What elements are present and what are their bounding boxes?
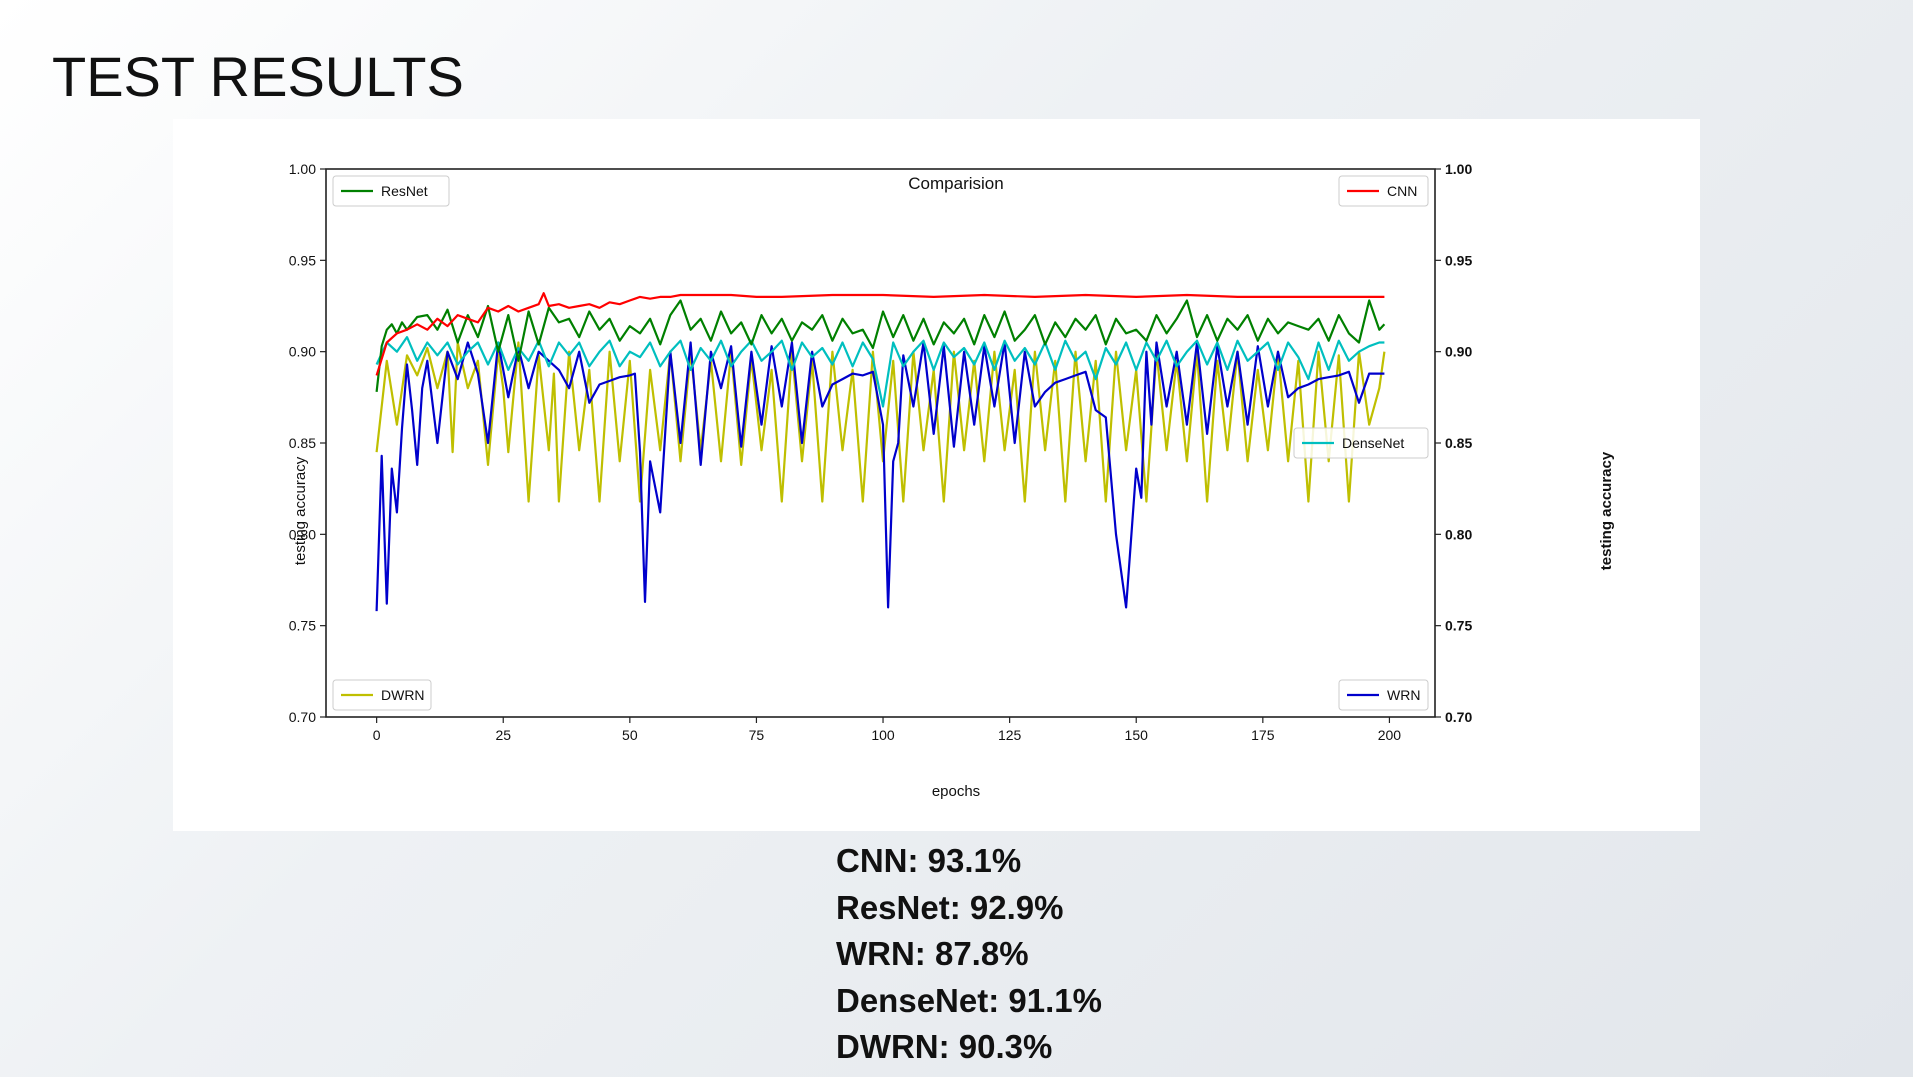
legend-box-densenet [1293, 427, 1429, 459]
x-tick-label-0: 0 [373, 727, 381, 743]
legend-wrn: WRN [1338, 679, 1429, 711]
legend-label-cnn: CNN [1387, 183, 1417, 199]
y-tick-label-left-1.00: 1.00 [289, 161, 316, 177]
series-line-cnn [375, 292, 1385, 376]
y-tick-label-right-0.70: 0.70 [1445, 709, 1472, 725]
series-line-densenet [375, 336, 1385, 408]
legend-dwrn: DWRN [332, 679, 432, 711]
legend-densenet: DenseNet [1293, 427, 1429, 459]
y-tick-label-left-0.95: 0.95 [289, 252, 316, 268]
legend-resnet: ResNet [332, 175, 450, 207]
x-tick-label-150: 150 [1125, 727, 1149, 743]
y-tick-label-left-0.75: 0.75 [289, 618, 316, 634]
y-axis-label-left: testing accuracy [292, 456, 309, 565]
legend-cnn: CNN [1338, 175, 1429, 207]
y-tick-label-right-0.95: 0.95 [1445, 252, 1472, 268]
chart-title: Comparision [908, 174, 1003, 193]
y-tick-label-right-0.80: 0.80 [1445, 526, 1472, 542]
result-dwrn: DWRN: 90.3% [836, 1028, 1053, 1065]
y-axis-label-right: testing accuracy [1598, 451, 1615, 570]
legend-label-resnet: ResNet [381, 183, 428, 199]
y-tick-label-right-0.85: 0.85 [1445, 435, 1472, 451]
result-resnet: ResNet: 92.9% [836, 888, 1064, 926]
x-tick-label-75: 75 [749, 727, 765, 743]
x-tick-label-100: 100 [871, 727, 895, 743]
series-line-resnet [375, 299, 1386, 393]
y-tick-label-left-0.90: 0.90 [289, 344, 316, 360]
x-tick-label-200: 200 [1378, 727, 1402, 743]
y-tick-label-right-0.75: 0.75 [1445, 618, 1472, 634]
y-tick-label-right-0.90: 0.90 [1445, 344, 1472, 360]
legend-box-wrn [1338, 679, 1429, 711]
legend-box-dwrn [332, 679, 432, 711]
legend-box-resnet [332, 175, 450, 207]
x-tick-label-25: 25 [495, 727, 511, 743]
result-densenet: DenseNet: 91.1% [836, 981, 1102, 1019]
x-tick-label-125: 125 [998, 727, 1022, 743]
legend-label-wrn: WRN [1387, 687, 1420, 703]
series-line-wrn [375, 341, 1385, 612]
comparison-chart: Comparision epochs testing accuracy test… [289, 161, 1615, 800]
y-tick-label-right-1.00: 1.00 [1445, 161, 1472, 177]
slide-title: TEST RESULTS [52, 45, 464, 108]
x-tick-label-175: 175 [1251, 727, 1275, 743]
legend-box-cnn [1338, 175, 1429, 207]
result-wrn: WRN: 87.8% [836, 935, 1029, 972]
chart-card: Comparision epochs testing accuracy test… [173, 119, 1700, 831]
x-axis-label: epochs [932, 783, 980, 800]
y-tick-label-left-0.80: 0.80 [289, 526, 316, 542]
series-line-dwrn [375, 341, 1386, 503]
x-tick-label-50: 50 [622, 727, 638, 743]
y-tick-label-left-0.85: 0.85 [289, 435, 316, 451]
results-summary: CNN: 93.1% ResNet: 92.9% WRN: 87.8% Dens… [836, 838, 1102, 1071]
result-cnn: CNN: 93.1% [836, 842, 1022, 879]
y-tick-label-left-0.70: 0.70 [289, 709, 316, 725]
legend-label-densenet: DenseNet [1342, 435, 1404, 451]
legend-label-dwrn: DWRN [381, 687, 425, 703]
